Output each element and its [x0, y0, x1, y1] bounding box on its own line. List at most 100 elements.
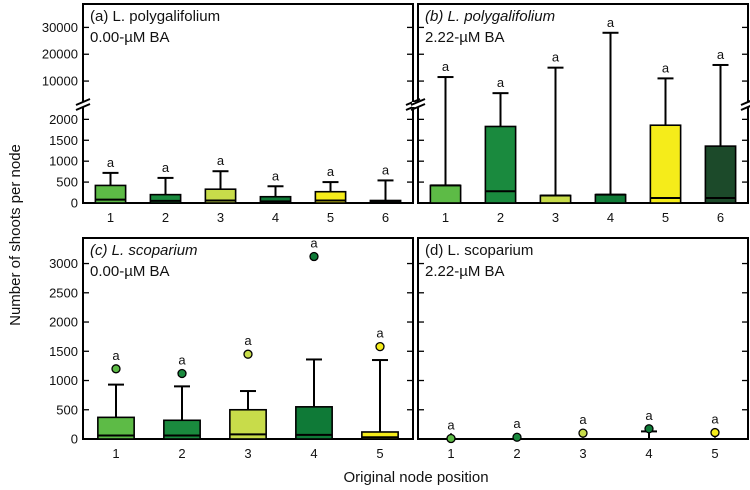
panel-letter: (a)	[90, 8, 108, 25]
box-3: a	[204, 153, 237, 204]
panel-d: 1 2 3 4 5 a a a a a (d) L. scoparium 2.22-µM BA	[417, 237, 749, 461]
box-3: a	[539, 50, 572, 204]
axis-break-mark	[740, 100, 750, 106]
significance-letter: a	[579, 412, 587, 427]
species-name: L. polygalifolium	[448, 8, 556, 25]
x-tick-label: 6	[382, 210, 389, 225]
significance-letter: a	[447, 418, 455, 433]
significance-letter: a	[178, 352, 186, 367]
panel-title: (b) L. polygalifolium	[425, 8, 555, 25]
significance-letter: a	[711, 412, 719, 427]
x-tick-label: 5	[376, 446, 383, 461]
outlier-point	[243, 349, 253, 359]
box-body	[594, 193, 627, 204]
significance-letter: a	[217, 153, 225, 168]
x-tick-label: 4	[310, 446, 317, 461]
x-tick-label: 2	[497, 210, 504, 225]
outlier-point	[512, 432, 522, 442]
y-tick-label: 0	[71, 196, 78, 211]
box-body	[429, 184, 462, 204]
x-tick-label: 6	[717, 210, 724, 225]
y-tick-label: 500	[56, 402, 78, 417]
box-body	[539, 194, 572, 204]
y-tick-label: 3000	[49, 256, 78, 271]
box-5: a	[696, 412, 734, 440]
y-tick-label: 20000	[42, 47, 78, 62]
significance-letter: a	[442, 59, 450, 74]
treatment-label: 2.22-µM BA	[425, 29, 505, 46]
treatment-label: 0.00-µM BA	[90, 29, 170, 46]
panel-a: 0 500 1000 1500 2000 10000 20000 30000 1 2 3 4 5 6 a a a…	[42, 3, 421, 225]
x-tick-label: 4	[607, 210, 614, 225]
x-tick-label: 5	[662, 210, 669, 225]
outlier-point	[644, 424, 654, 434]
box-body	[704, 145, 737, 204]
x-tick-label: 2	[162, 210, 169, 225]
significance-letter: a	[513, 416, 521, 431]
box-1: a	[432, 418, 470, 444]
x-tick-label: 5	[327, 210, 334, 225]
box-1: a	[97, 348, 135, 440]
outlier-point	[446, 433, 456, 444]
panel-title: (a) L. polygalifolium	[90, 8, 220, 25]
box-body	[484, 125, 517, 204]
y-tick-label: 2000	[49, 315, 78, 330]
box-body	[97, 416, 135, 440]
box-2: a	[149, 160, 182, 204]
x-tick-label: 2	[513, 446, 520, 461]
axis-break-mark	[75, 98, 91, 106]
outlier-point	[710, 427, 720, 438]
x-tick-label: 1	[107, 210, 114, 225]
significance-letter: a	[376, 326, 384, 341]
x-tick-label: 4	[645, 446, 652, 461]
x-tick-label: 1	[442, 210, 449, 225]
significance-letter: a	[162, 160, 170, 175]
significance-letter: a	[382, 162, 390, 177]
y-tick-label: 10000	[42, 74, 78, 89]
panel-title: (c) L. scoparium	[90, 242, 198, 259]
x-tick-label: 2	[178, 446, 185, 461]
treatment-label: 0.00-µM BA	[90, 263, 170, 280]
significance-letter: a	[327, 164, 335, 179]
box-body	[163, 419, 201, 440]
panel-letter: (b)	[425, 8, 443, 25]
box-body	[94, 184, 127, 204]
y-tick-label: 1000	[49, 154, 78, 169]
axis-break-mark	[75, 103, 91, 111]
y-tick-label: 0	[71, 432, 78, 447]
box-5: a	[649, 60, 682, 204]
x-tick-label: 3	[217, 210, 224, 225]
axis-break-mark	[410, 103, 426, 111]
x-tick-label: 3	[244, 446, 251, 461]
box-body	[649, 124, 682, 204]
box-6: a	[704, 47, 737, 204]
y-tick-label: 30000	[42, 20, 78, 35]
y-tick-label: 500	[56, 175, 78, 190]
box-4: a	[630, 408, 668, 440]
panel-title: (d) L. scoparium	[425, 242, 533, 259]
box-1: a	[94, 155, 127, 204]
box-5: a	[361, 326, 399, 440]
x-tick-label: 3	[552, 210, 559, 225]
significance-letter: a	[717, 47, 725, 62]
significance-letter: a	[272, 168, 280, 183]
box-6: a	[369, 162, 402, 204]
significance-letter: a	[662, 60, 670, 75]
box-1: a	[429, 59, 462, 204]
outlier-point	[177, 368, 187, 379]
box-2: a	[498, 416, 536, 442]
significance-letter: a	[310, 236, 318, 251]
y-tick-label: 2500	[49, 285, 78, 300]
box-4: a	[594, 15, 627, 204]
panel-letter: (d)	[425, 242, 443, 259]
box-3: a	[564, 412, 602, 440]
axis-break-gap	[742, 102, 750, 107]
x-tick-label: 4	[272, 210, 279, 225]
species-name: L. scoparium	[448, 242, 534, 259]
box-body	[295, 406, 333, 440]
significance-letter: a	[497, 75, 505, 90]
outlier-point	[578, 428, 588, 438]
outlier-point	[111, 364, 121, 374]
x-tick-label: 3	[579, 446, 586, 461]
